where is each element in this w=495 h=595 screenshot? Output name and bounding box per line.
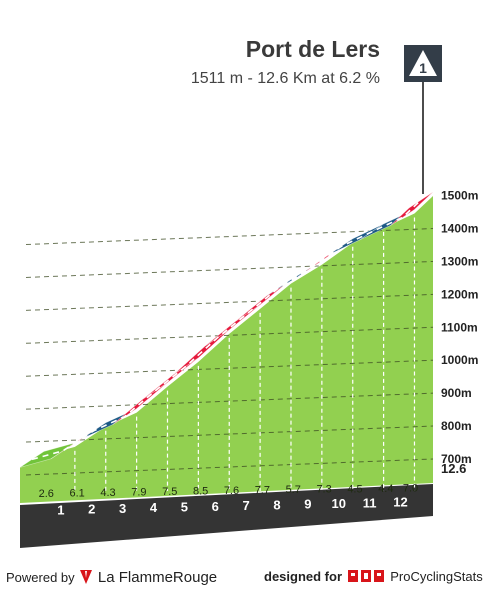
elevation-gridline [25,458,434,476]
elevation-gridline [25,425,434,443]
km-tick-label: 10 [331,496,345,511]
km-tick-label: 11 [363,495,377,510]
elevation-gridline [25,228,434,246]
km-tick-label: 7 [242,498,249,513]
powered-by-label: Powered by [6,570,75,585]
gradient-label: 4.5 [347,483,362,495]
elevation-tick-label: 1100m [441,320,478,334]
elevation-gridline [25,326,434,344]
elevation-tick-label: 1000m [441,353,478,367]
gradient-label: 2.6 [39,488,54,500]
elevation-tick-label: 800m [441,419,472,433]
flamme-rouge-logo-text: La FlammeRouge [97,569,218,586]
gradient-label: 6.1 [69,487,84,499]
page-title: Port de Lers [245,36,380,62]
km-tick-label: 12 [393,495,407,510]
gradient-label: 7.0 [403,482,418,494]
gradient-label: 7.9 [131,486,146,498]
procyclingstats-logo-text: ProCyclingStats [390,569,483,584]
gradient-label: 7.5 [162,486,177,498]
summit-marker-label: 1 [419,60,427,76]
elevation-gridline [25,392,434,410]
gradient-label: 7.7 [255,485,270,497]
gradient-label: 4.4 [378,483,393,495]
km-tick-label: 4 [150,500,158,515]
profile-area [20,195,433,504]
km-tick-label: 5 [181,500,188,515]
km-tick-label: 3 [119,501,126,516]
gradient-label: 7.6 [224,485,239,497]
km-tick-label: 8 [273,497,280,512]
elevation-tick-label: 1200m [441,287,478,301]
gradient-label: 8.5 [193,486,208,498]
profile-base [20,484,433,548]
page-subtitle: 1511 m - 12.6 Km at 6.2 % [190,70,380,87]
elevation-gridline [25,293,434,311]
elevation-tick-label: 1300m [441,254,478,268]
flamme-rouge-flag-icon [80,570,93,584]
elevation-tick-label: 700m [441,452,472,466]
km-tick-label: 2 [88,502,95,517]
gradient-label: 5.7 [286,484,301,496]
elevation-gridline [25,260,434,278]
gradient-label: 7.3 [316,484,331,496]
road-centerline [31,199,422,461]
km-tick-label: 1 [57,502,64,517]
elevation-gridline [25,359,434,377]
designed-for-label: designed for [264,569,343,584]
km-tick-label: 6 [212,499,219,514]
footer-powered-by: Powered by La FlammeRouge [6,569,217,586]
elevation-tick-label: 900m [441,386,472,400]
gradient-label: 4.3 [100,487,115,499]
footer-designed-for: designed for ProCyclingStats [264,569,483,584]
summit-marker-triangle [409,50,437,76]
elevation-tick-label: 1500m [441,189,478,203]
km-tick-label: 9 [304,497,311,512]
total-distance-label: 12.6 [441,461,466,476]
elevation-tick-label: 1400m [441,222,478,236]
pcs-logo-icon [347,570,384,582]
